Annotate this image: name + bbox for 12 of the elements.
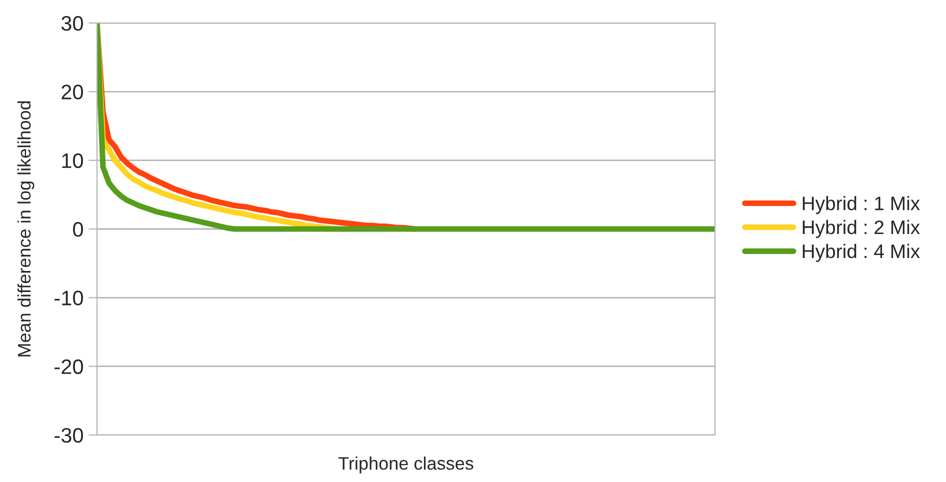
y-tick-label: 10 [62, 153, 83, 168]
y-tick-label: -20 [54, 359, 83, 374]
y-tick-label: 0 [73, 222, 83, 237]
y-tick-label: -10 [54, 290, 83, 306]
x-axis-title: Triphone classes [338, 456, 474, 474]
legend-label: Hybrid : 4 Mix [802, 244, 920, 262]
legend-label: Hybrid : 2 Mix [802, 220, 920, 238]
y-tick-label: -30 [54, 428, 83, 443]
legend-label: Hybrid : 1 Mix [802, 196, 920, 214]
y-tick-label: 30 [61, 16, 83, 31]
y-axis-title: Mean difference in log likelihood [17, 101, 34, 356]
y-tick-label: 20 [62, 84, 83, 100]
